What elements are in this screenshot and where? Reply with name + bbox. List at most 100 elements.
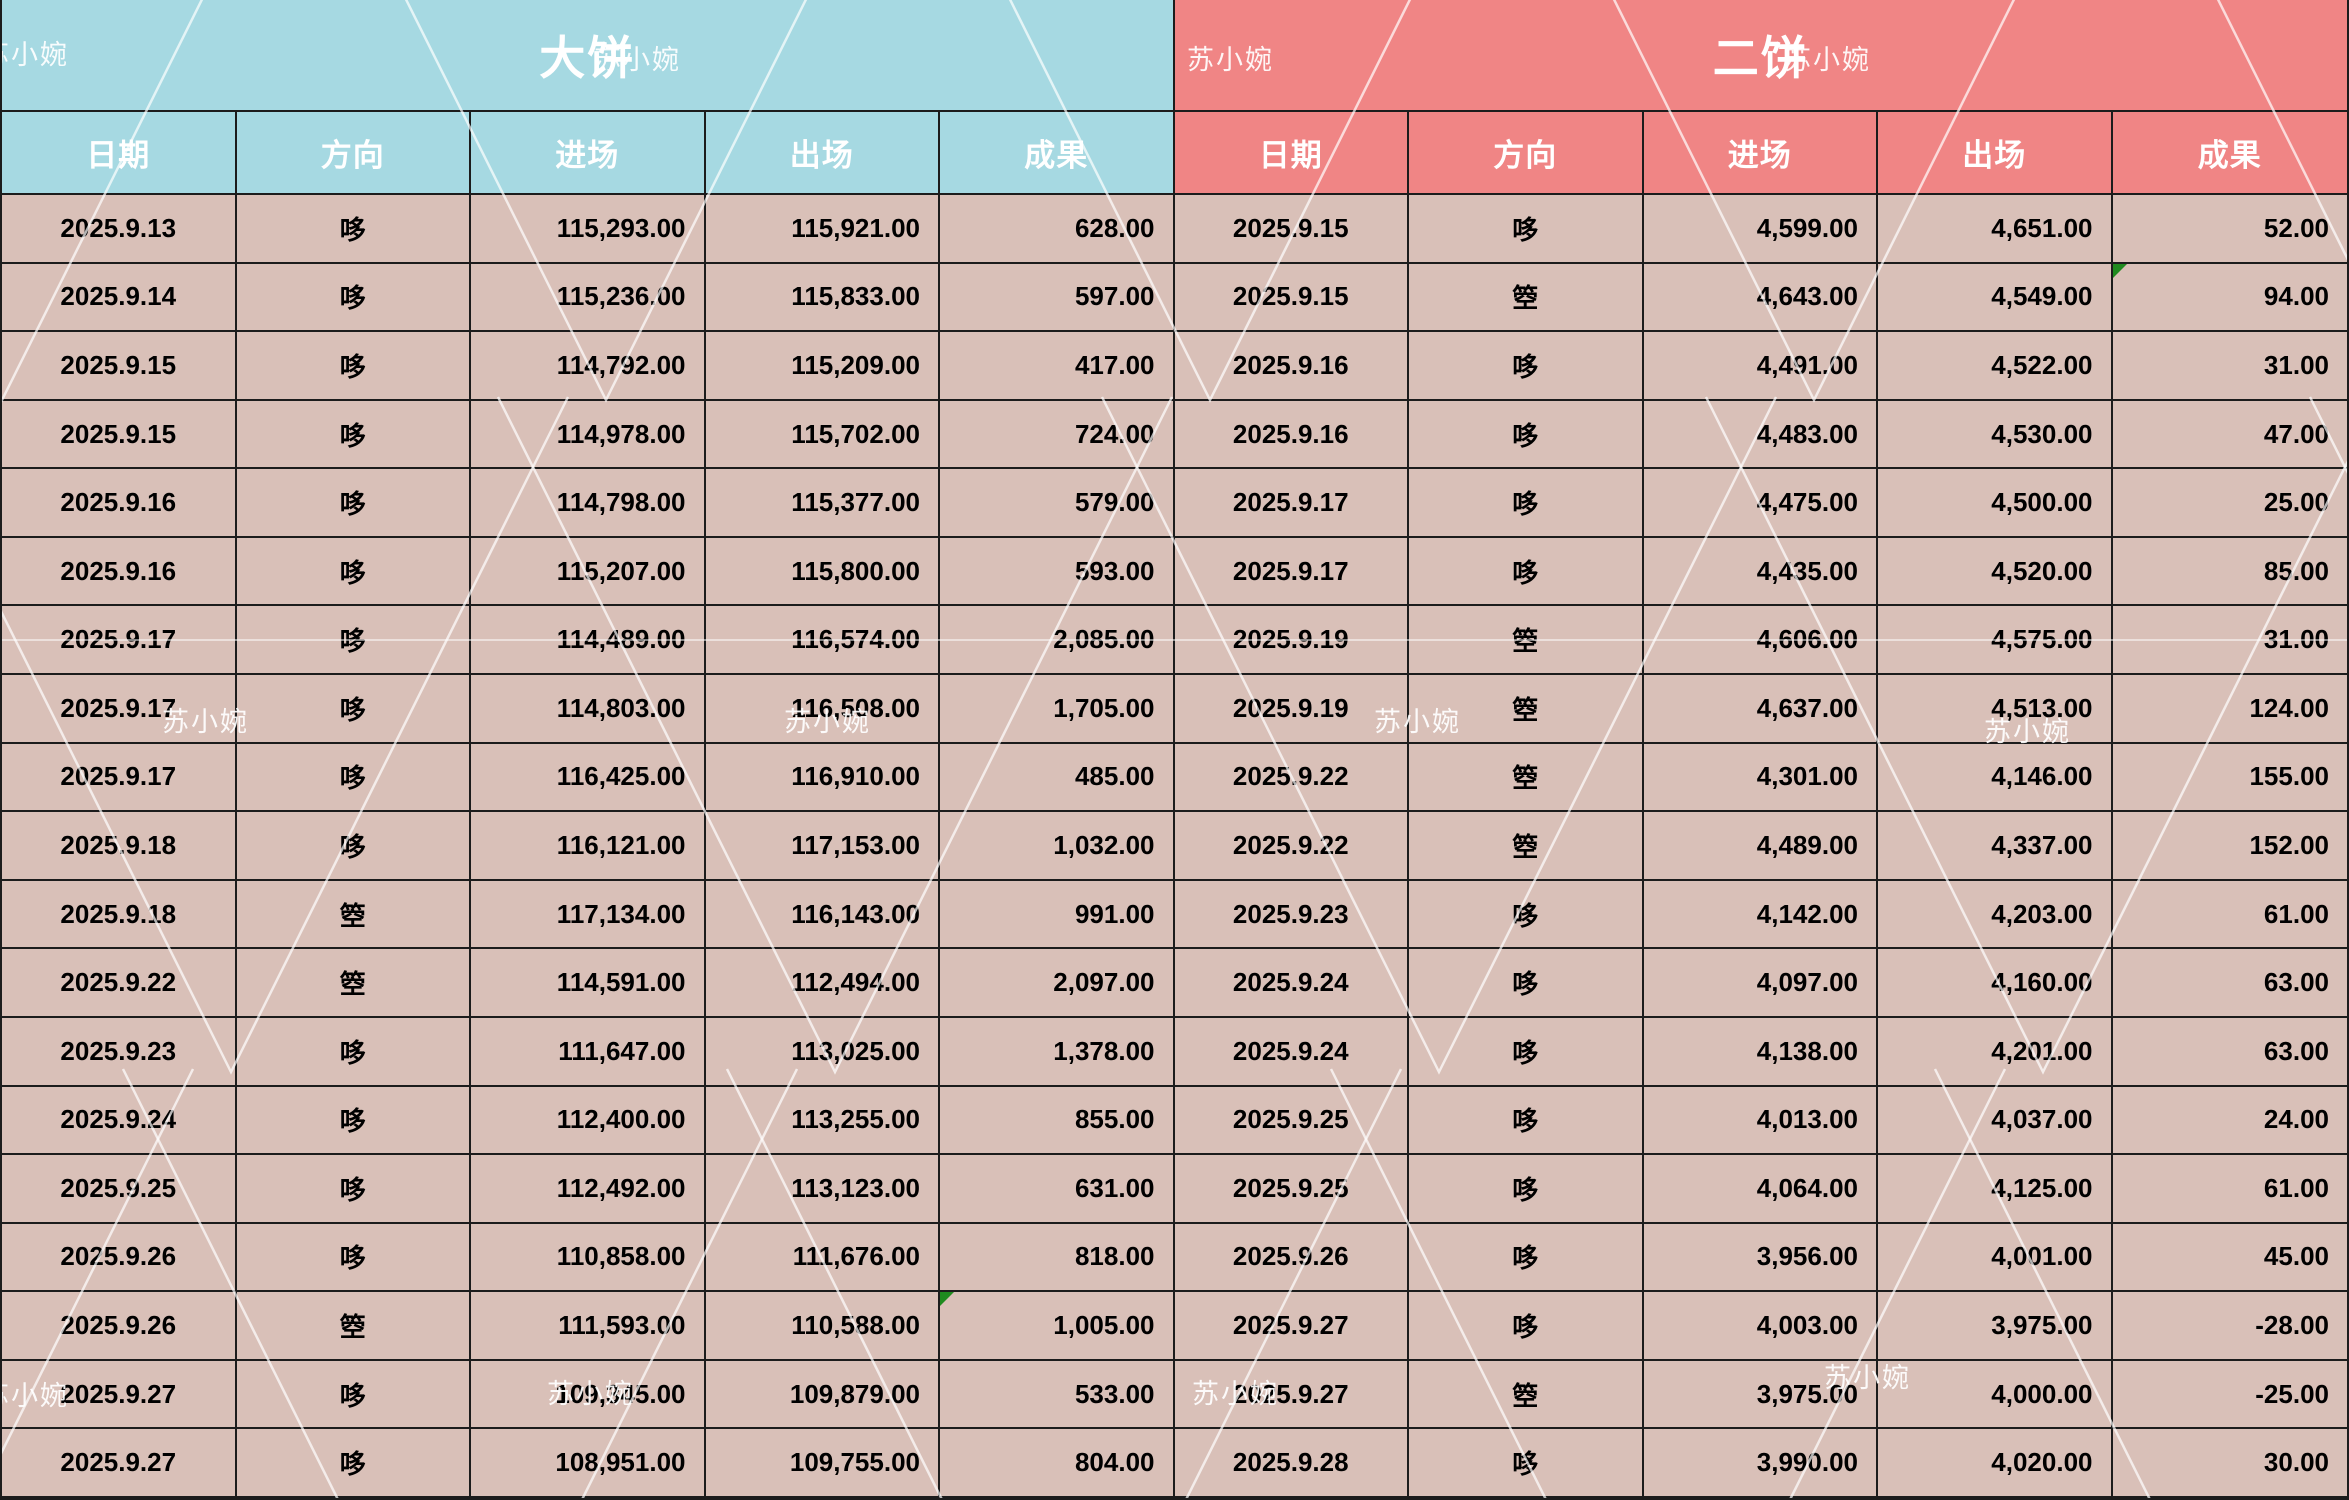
cell-result[interactable]: 855.00 xyxy=(940,1086,1175,1156)
cell-date[interactable]: 2025.9.24 xyxy=(2,1086,237,1156)
cell-date[interactable]: 2025.9.15 xyxy=(1174,263,1409,333)
cell-entry[interactable]: 112,400.00 xyxy=(471,1086,706,1156)
cell-result[interactable]: 61.00 xyxy=(2112,880,2347,950)
cell-entry[interactable]: 110,858.00 xyxy=(471,1223,706,1293)
cell-result[interactable]: 579.00 xyxy=(940,469,1175,538)
cell-exit[interactable]: 4,651.00 xyxy=(1878,195,2113,264)
right-column-header-result[interactable]: 成果 xyxy=(2112,112,2347,195)
cell-result[interactable]: 593.00 xyxy=(940,537,1175,607)
cell-entry[interactable]: 4,643.00 xyxy=(1643,263,1878,333)
cell-entry[interactable]: 3,956.00 xyxy=(1643,1223,1878,1293)
cell-exit[interactable]: 115,209.00 xyxy=(705,332,940,401)
cell-entry[interactable]: 116,121.00 xyxy=(471,812,706,881)
cell-exit[interactable]: 4,201.00 xyxy=(1878,1017,2113,1087)
cell-exit[interactable]: 117,153.00 xyxy=(705,812,940,881)
cell-direction[interactable]: 哆 xyxy=(236,1223,471,1293)
cell-direction[interactable]: 哆 xyxy=(1409,537,1644,607)
cell-exit[interactable]: 4,522.00 xyxy=(1878,332,2113,401)
cell-entry[interactable]: 4,142.00 xyxy=(1643,880,1878,950)
cell-entry[interactable]: 108,951.00 xyxy=(471,1429,706,1498)
cell-direction[interactable]: 哆 xyxy=(236,606,471,676)
cell-date[interactable]: 2025.9.19 xyxy=(1174,606,1409,676)
cell-result[interactable]: 94.00 xyxy=(2112,263,2347,333)
cell-date[interactable]: 2025.9.26 xyxy=(2,1223,237,1293)
cell-exit[interactable]: 116,143.00 xyxy=(705,880,940,950)
cell-result[interactable]: 1,378.00 xyxy=(940,1017,1175,1087)
cell-direction[interactable]: 哆 xyxy=(1409,949,1644,1018)
cell-result[interactable]: 2,085.00 xyxy=(940,606,1175,676)
cell-date[interactable]: 2025.9.15 xyxy=(1174,195,1409,264)
cell-date[interactable]: 2025.9.15 xyxy=(2,332,237,401)
cell-direction[interactable]: 哆 xyxy=(1409,1223,1644,1293)
cell-date[interactable]: 2025.9.23 xyxy=(2,1017,237,1087)
cell-direction[interactable]: 哆 xyxy=(1409,1429,1644,1498)
cell-direction[interactable]: 哆 xyxy=(1409,1017,1644,1087)
cell-exit[interactable]: 116,910.00 xyxy=(705,743,940,813)
cell-entry[interactable]: 114,803.00 xyxy=(471,675,706,744)
cell-date[interactable]: 2025.9.27 xyxy=(1174,1292,1409,1361)
cell-date[interactable]: 2025.9.18 xyxy=(2,880,237,950)
cell-date[interactable]: 2025.9.27 xyxy=(2,1429,237,1498)
left-column-header-result[interactable]: 成果 xyxy=(940,112,1175,195)
cell-direction[interactable]: 哆 xyxy=(1409,1155,1644,1224)
cell-entry[interactable]: 117,134.00 xyxy=(471,880,706,950)
cell-entry[interactable]: 4,637.00 xyxy=(1643,675,1878,744)
cell-entry[interactable]: 109,345.00 xyxy=(471,1360,706,1430)
cell-direction[interactable]: 哆 xyxy=(1409,332,1644,401)
cell-date[interactable]: 2025.9.25 xyxy=(2,1155,237,1224)
cell-result[interactable]: 52.00 xyxy=(2112,195,2347,264)
cell-exit[interactable]: 4,020.00 xyxy=(1878,1429,2113,1498)
cell-exit[interactable]: 115,833.00 xyxy=(705,263,940,333)
cell-exit[interactable]: 113,255.00 xyxy=(705,1086,940,1156)
cell-result[interactable]: 597.00 xyxy=(940,263,1175,333)
cell-entry[interactable]: 115,293.00 xyxy=(471,195,706,264)
cell-exit[interactable]: 4,575.00 xyxy=(1878,606,2113,676)
cell-entry[interactable]: 114,489.00 xyxy=(471,606,706,676)
cell-direction[interactable]: 哆 xyxy=(1409,1086,1644,1156)
cell-date[interactable]: 2025.9.17 xyxy=(1174,537,1409,607)
cell-entry[interactable]: 4,475.00 xyxy=(1643,469,1878,538)
left-column-header-exit[interactable]: 出场 xyxy=(705,112,940,195)
cell-result[interactable]: 991.00 xyxy=(940,880,1175,950)
cell-date[interactable]: 2025.9.16 xyxy=(2,537,237,607)
cell-date[interactable]: 2025.9.17 xyxy=(2,606,237,676)
cell-date[interactable]: 2025.9.23 xyxy=(1174,880,1409,950)
cell-entry[interactable]: 114,591.00 xyxy=(471,949,706,1018)
cell-entry[interactable]: 4,301.00 xyxy=(1643,743,1878,813)
cell-direction[interactable]: 哆 xyxy=(236,1086,471,1156)
cell-date[interactable]: 2025.9.16 xyxy=(2,469,237,538)
cell-date[interactable]: 2025.9.19 xyxy=(1174,675,1409,744)
cell-date[interactable]: 2025.9.27 xyxy=(2,1360,237,1430)
left-table-title[interactable]: 大饼 xyxy=(2,0,1175,112)
cell-result[interactable]: -28.00 xyxy=(2112,1292,2347,1361)
cell-entry[interactable]: 4,491.00 xyxy=(1643,332,1878,401)
cell-entry[interactable]: 115,236.00 xyxy=(471,263,706,333)
cell-date[interactable]: 2025.9.24 xyxy=(1174,949,1409,1018)
cell-entry[interactable]: 115,207.00 xyxy=(471,537,706,607)
cell-exit[interactable]: 109,755.00 xyxy=(705,1429,940,1498)
cell-exit[interactable]: 4,160.00 xyxy=(1878,949,2113,1018)
cell-result[interactable]: 61.00 xyxy=(2112,1155,2347,1224)
cell-direction[interactable]: 哆 xyxy=(1409,1292,1644,1361)
cell-entry[interactable]: 4,435.00 xyxy=(1643,537,1878,607)
cell-exit[interactable]: 4,337.00 xyxy=(1878,812,2113,881)
cell-date[interactable]: 2025.9.14 xyxy=(2,263,237,333)
cell-exit[interactable]: 4,549.00 xyxy=(1878,263,2113,333)
cell-result[interactable]: -25.00 xyxy=(2112,1360,2347,1430)
cell-exit[interactable]: 115,702.00 xyxy=(705,400,940,470)
cell-entry[interactable]: 3,975.00 xyxy=(1643,1360,1878,1430)
cell-result[interactable]: 1,705.00 xyxy=(940,675,1175,744)
cell-direction[interactable]: 哆 xyxy=(236,537,471,607)
cell-entry[interactable]: 4,064.00 xyxy=(1643,1155,1878,1224)
cell-direction[interactable]: 哆 xyxy=(1409,195,1644,264)
cell-date[interactable]: 2025.9.26 xyxy=(1174,1223,1409,1293)
cell-exit[interactable]: 115,800.00 xyxy=(705,537,940,607)
cell-date[interactable]: 2025.9.22 xyxy=(1174,812,1409,881)
cell-result[interactable]: 818.00 xyxy=(940,1223,1175,1293)
cell-result[interactable]: 2,097.00 xyxy=(940,949,1175,1018)
cell-direction[interactable]: 箜 xyxy=(1409,606,1644,676)
cell-entry[interactable]: 3,990.00 xyxy=(1643,1429,1878,1498)
cell-exit[interactable]: 110,588.00 xyxy=(705,1292,940,1361)
cell-date[interactable]: 2025.9.17 xyxy=(2,675,237,744)
cell-exit[interactable]: 115,377.00 xyxy=(705,469,940,538)
